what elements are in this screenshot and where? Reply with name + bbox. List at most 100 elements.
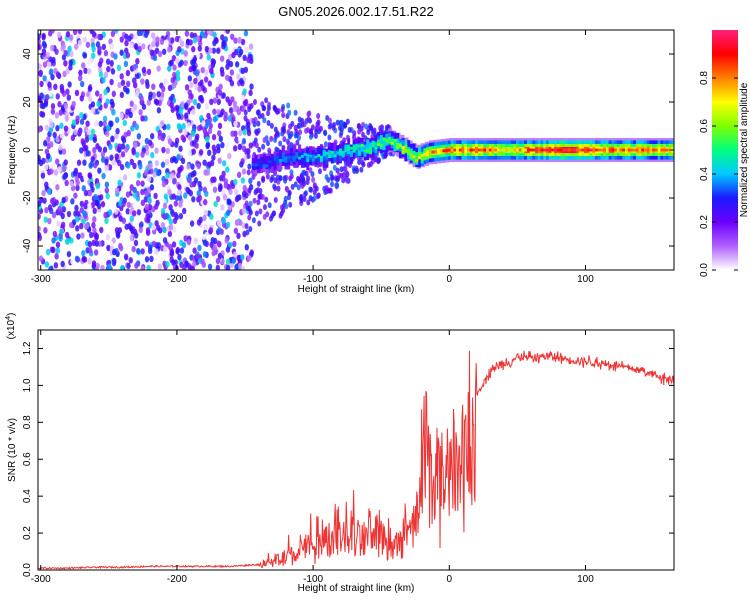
spectrogram-noise-cell: [38, 213, 41, 220]
spectrogram-transition-cell: [296, 184, 301, 191]
spectrogram-ridge-cell: [379, 134, 383, 147]
spectrogram-noise-cell: [129, 158, 135, 166]
spectrogram-noise-cell: [104, 217, 109, 225]
spectrogram-noise-cell: [162, 245, 168, 253]
spectrogram-noise-cell: [129, 234, 134, 242]
spectrogram-noise-cell: [184, 30, 190, 37]
spectrogram-noise-cell: [168, 218, 174, 226]
spectrogram-noise-cell: [160, 161, 166, 168]
spectrogram-noise-cell: [139, 95, 144, 102]
spectrogram-transition-cell: [357, 128, 362, 135]
spectrogram-noise-cell: [168, 224, 174, 231]
snr-frame: [37, 329, 675, 571]
spectrogram-noise-cell: [185, 186, 190, 194]
spectrogram-halo-cell: [674, 138, 678, 162]
spectrogram-ridge-cell: [300, 152, 304, 165]
spectrogram-noise-cell: [144, 137, 150, 145]
spectrogram-noise-cell: [79, 147, 84, 154]
spectrogram-ridge-cell: [611, 148, 615, 152]
spectrogram-transition-cell: [323, 141, 328, 148]
spectrogram-ridge-cell: [265, 164, 269, 168]
spectrogram-noise-cell: [172, 71, 177, 79]
spectrogram-ridge-cell: [464, 148, 468, 152]
spectrogram-ridge-cell: [630, 148, 634, 152]
spectrogram-noise-cell: [80, 232, 85, 239]
spectrogram-noise-cell: [107, 209, 113, 216]
snr-y-tick-label: 0.0: [22, 563, 33, 577]
spectrogram-transition-cell: [251, 217, 256, 224]
spectrogram-noise-cell: [126, 201, 132, 209]
spectrogram-marks: [38, 30, 678, 270]
spectrogram-noise-cell: [99, 226, 104, 234]
spectrogram-ridge-cell: [417, 156, 421, 160]
spectrogram-noise-cell: [96, 100, 101, 108]
spectrogram-ridge-cell: [665, 148, 669, 152]
spectrogram-noise-cell: [165, 260, 170, 268]
spectrogram-noise-cell: [207, 149, 212, 157]
spectrogram-noise-cell: [199, 115, 204, 122]
snr-y-ticks: 0.0 0.2 0.4 0.6 0.8 1.0 1.2: [22, 341, 674, 577]
spectrogram-noise-cell: [140, 188, 145, 196]
spectrogram-noise-cell: [191, 108, 196, 115]
spectrogram-noise-cell: [237, 194, 242, 201]
spectrogram-noise-cell: [212, 244, 217, 251]
spectrogram-transition-cell: [360, 131, 365, 138]
snr-x-tick-label: 100: [577, 574, 594, 585]
spectrogram-noise-cell: [56, 220, 61, 227]
snr-panel: -300 -200 -100 0 100 0.0 0.2 0.4 0.6 0.8 1.0 1.2 H…: [5, 313, 675, 594]
spectrogram-noise-cell: [119, 73, 124, 80]
spectrogram-noise-cell: [134, 232, 139, 239]
spectrogram-noise-cell: [178, 201, 183, 208]
spectrogram-noise-cell: [144, 203, 150, 211]
spectrogram-noise-cell: [240, 254, 245, 261]
spectrogram-noise-cell: [220, 34, 225, 41]
spectrogram-noise-cell: [70, 134, 76, 142]
snr-x-tick-label: -200: [167, 574, 187, 585]
spectrogram-noise-cell: [90, 107, 96, 114]
spectrogram-ridge-cell: [330, 151, 334, 158]
spectrogram-ridge-cell: [404, 144, 408, 152]
spectrogram-noise-cell: [239, 161, 244, 168]
colorbar-strip: [712, 30, 738, 270]
spectrogram-transition-cell: [262, 105, 267, 112]
spectrogram-noise-cell: [106, 244, 111, 252]
spectrogram-noise-cell: [60, 260, 65, 268]
spectrogram-ridge-cell: [496, 148, 500, 152]
spectrogram-transition-cell: [247, 187, 252, 194]
spectrogram-noise-cell: [181, 266, 186, 270]
spectrogram-noise-cell: [103, 50, 109, 57]
spectrogram-ridge-cell: [652, 148, 656, 152]
spectrogram-noise-cell: [135, 58, 140, 65]
spectrogram-ridge-cell: [254, 163, 258, 170]
spectrogram-noise-cell: [43, 163, 49, 171]
spectrogram-noise-cell: [181, 207, 187, 215]
spectrogram-ridge-cell: [657, 148, 661, 152]
spectrogram-noise-cell: [181, 123, 186, 130]
spectrogram-ridge-cell: [616, 148, 620, 152]
spectrogram-noise-cell: [211, 249, 216, 257]
spectrogram-noise-cell: [188, 66, 193, 73]
spectrogram-noise-cell: [240, 94, 245, 102]
spectrogram-noise-cell: [51, 197, 57, 204]
spectrogram-noise-cell: [75, 115, 80, 122]
spectrogram-noise-cell: [140, 115, 145, 122]
spectrogram-ridge-cell: [317, 154, 321, 157]
spectrogram-noise-cell: [78, 74, 83, 82]
spectrogram-noise-cell: [38, 33, 41, 40]
spectrogram-noise-cell: [88, 134, 93, 141]
spectrogram-noise-cell: [79, 118, 85, 125]
spectrogram-noise-cell: [42, 75, 47, 82]
spectrogram-noise-cell: [195, 253, 201, 260]
spectrogram-ridge-cell: [279, 159, 283, 162]
spectrogram-ridge-cell: [477, 148, 481, 152]
spectrogram-ridge-cell: [619, 148, 623, 152]
spectrogram-ridge-cell: [317, 147, 321, 160]
spectrogram-transition-cell: [245, 229, 250, 236]
spectrogram-ridge-cell: [605, 148, 609, 152]
spectrogram-noise-cell: [101, 76, 106, 84]
spectrogram-transition-cell: [269, 177, 274, 184]
spectrogram-noise-cell: [233, 251, 238, 258]
spectrogram-noise-cell: [161, 180, 167, 188]
spectrogram-noise-cell: [216, 98, 222, 106]
spectrogram-noise-cell: [133, 192, 138, 199]
